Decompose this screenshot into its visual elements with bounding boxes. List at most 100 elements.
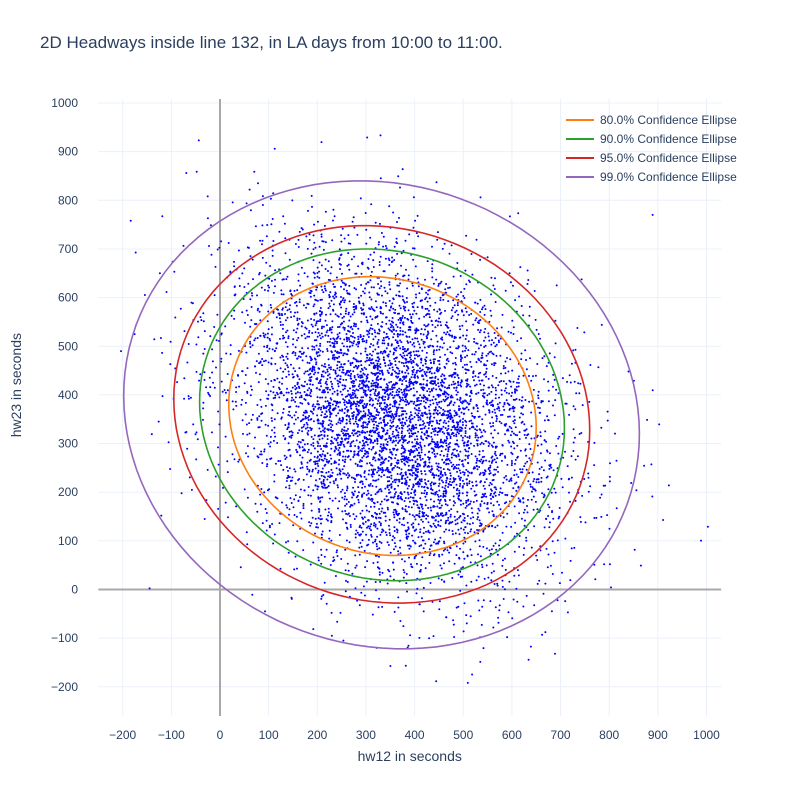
data-point — [321, 420, 324, 423]
data-point — [426, 430, 429, 433]
data-point — [290, 390, 293, 393]
data-point — [565, 402, 568, 405]
data-point — [419, 300, 422, 303]
data-point — [326, 452, 329, 455]
data-point — [441, 380, 444, 383]
data-point — [521, 396, 524, 399]
data-point — [361, 447, 364, 450]
data-point — [361, 539, 364, 542]
data-point — [176, 381, 179, 384]
data-point — [478, 415, 481, 418]
data-point — [407, 341, 410, 344]
data-point — [455, 464, 458, 466]
data-point — [271, 326, 273, 329]
data-point — [440, 407, 442, 410]
data-point — [437, 385, 440, 388]
data-point — [537, 478, 539, 481]
data-point — [379, 177, 382, 180]
data-point — [271, 249, 274, 252]
data-point — [412, 486, 414, 489]
data-point — [462, 314, 465, 317]
data-point — [339, 323, 342, 326]
data-point — [264, 610, 266, 613]
data-point — [344, 299, 346, 302]
data-point — [455, 389, 458, 392]
data-point — [380, 500, 383, 503]
data-point — [516, 340, 519, 342]
data-point — [287, 335, 290, 338]
data-point — [349, 364, 352, 366]
data-point — [279, 337, 281, 340]
data-point — [296, 391, 299, 394]
data-point — [309, 376, 311, 379]
data-point — [662, 519, 665, 521]
data-point — [299, 391, 302, 394]
data-point — [329, 422, 332, 425]
data-point — [327, 270, 329, 272]
data-point — [396, 519, 398, 522]
data-point — [388, 448, 391, 451]
data-point — [292, 350, 295, 353]
data-point — [462, 528, 465, 531]
data-point — [614, 432, 616, 435]
data-point — [336, 367, 339, 370]
data-point — [378, 573, 381, 576]
data-point — [635, 489, 638, 492]
data-point — [386, 476, 389, 479]
data-point — [326, 348, 329, 350]
data-point — [397, 436, 400, 439]
data-point — [338, 369, 341, 372]
data-point — [457, 495, 460, 498]
data-point — [561, 377, 564, 380]
data-point — [425, 493, 428, 496]
data-point — [341, 322, 344, 325]
data-point — [474, 434, 477, 437]
data-point — [208, 245, 210, 247]
data-point — [464, 454, 467, 457]
data-point — [273, 379, 276, 382]
data-point — [266, 350, 269, 353]
data-point — [371, 358, 374, 361]
data-point — [300, 462, 303, 465]
data-point — [384, 511, 387, 514]
data-point — [435, 181, 438, 184]
data-point — [437, 284, 440, 287]
data-point — [514, 462, 516, 465]
data-point — [461, 485, 464, 488]
data-point — [400, 458, 403, 461]
data-point — [376, 362, 379, 365]
data-point — [271, 429, 273, 432]
data-point — [399, 317, 402, 319]
data-point — [327, 460, 330, 463]
data-point — [306, 275, 309, 278]
data-point — [423, 427, 426, 430]
data-point — [233, 309, 236, 312]
data-point — [295, 515, 298, 518]
data-point — [415, 296, 418, 299]
data-point — [293, 289, 296, 292]
data-point — [357, 450, 360, 453]
data-point — [551, 540, 554, 543]
data-point — [533, 525, 536, 528]
data-point — [376, 352, 379, 355]
data-point — [298, 446, 301, 449]
data-point — [413, 345, 416, 348]
data-point — [324, 258, 327, 261]
data-point — [532, 508, 535, 511]
data-point — [285, 355, 288, 358]
data-point — [281, 382, 283, 385]
data-point — [385, 347, 388, 350]
data-point — [388, 570, 391, 573]
data-point — [376, 342, 379, 345]
data-point — [526, 460, 529, 463]
data-point — [397, 494, 400, 497]
data-point — [452, 623, 455, 626]
data-point — [414, 423, 417, 426]
data-point — [321, 240, 324, 243]
data-point — [456, 302, 459, 304]
data-point — [454, 361, 457, 364]
data-point — [469, 360, 472, 363]
data-point — [450, 461, 453, 464]
data-point — [493, 332, 496, 334]
data-point — [265, 390, 268, 393]
